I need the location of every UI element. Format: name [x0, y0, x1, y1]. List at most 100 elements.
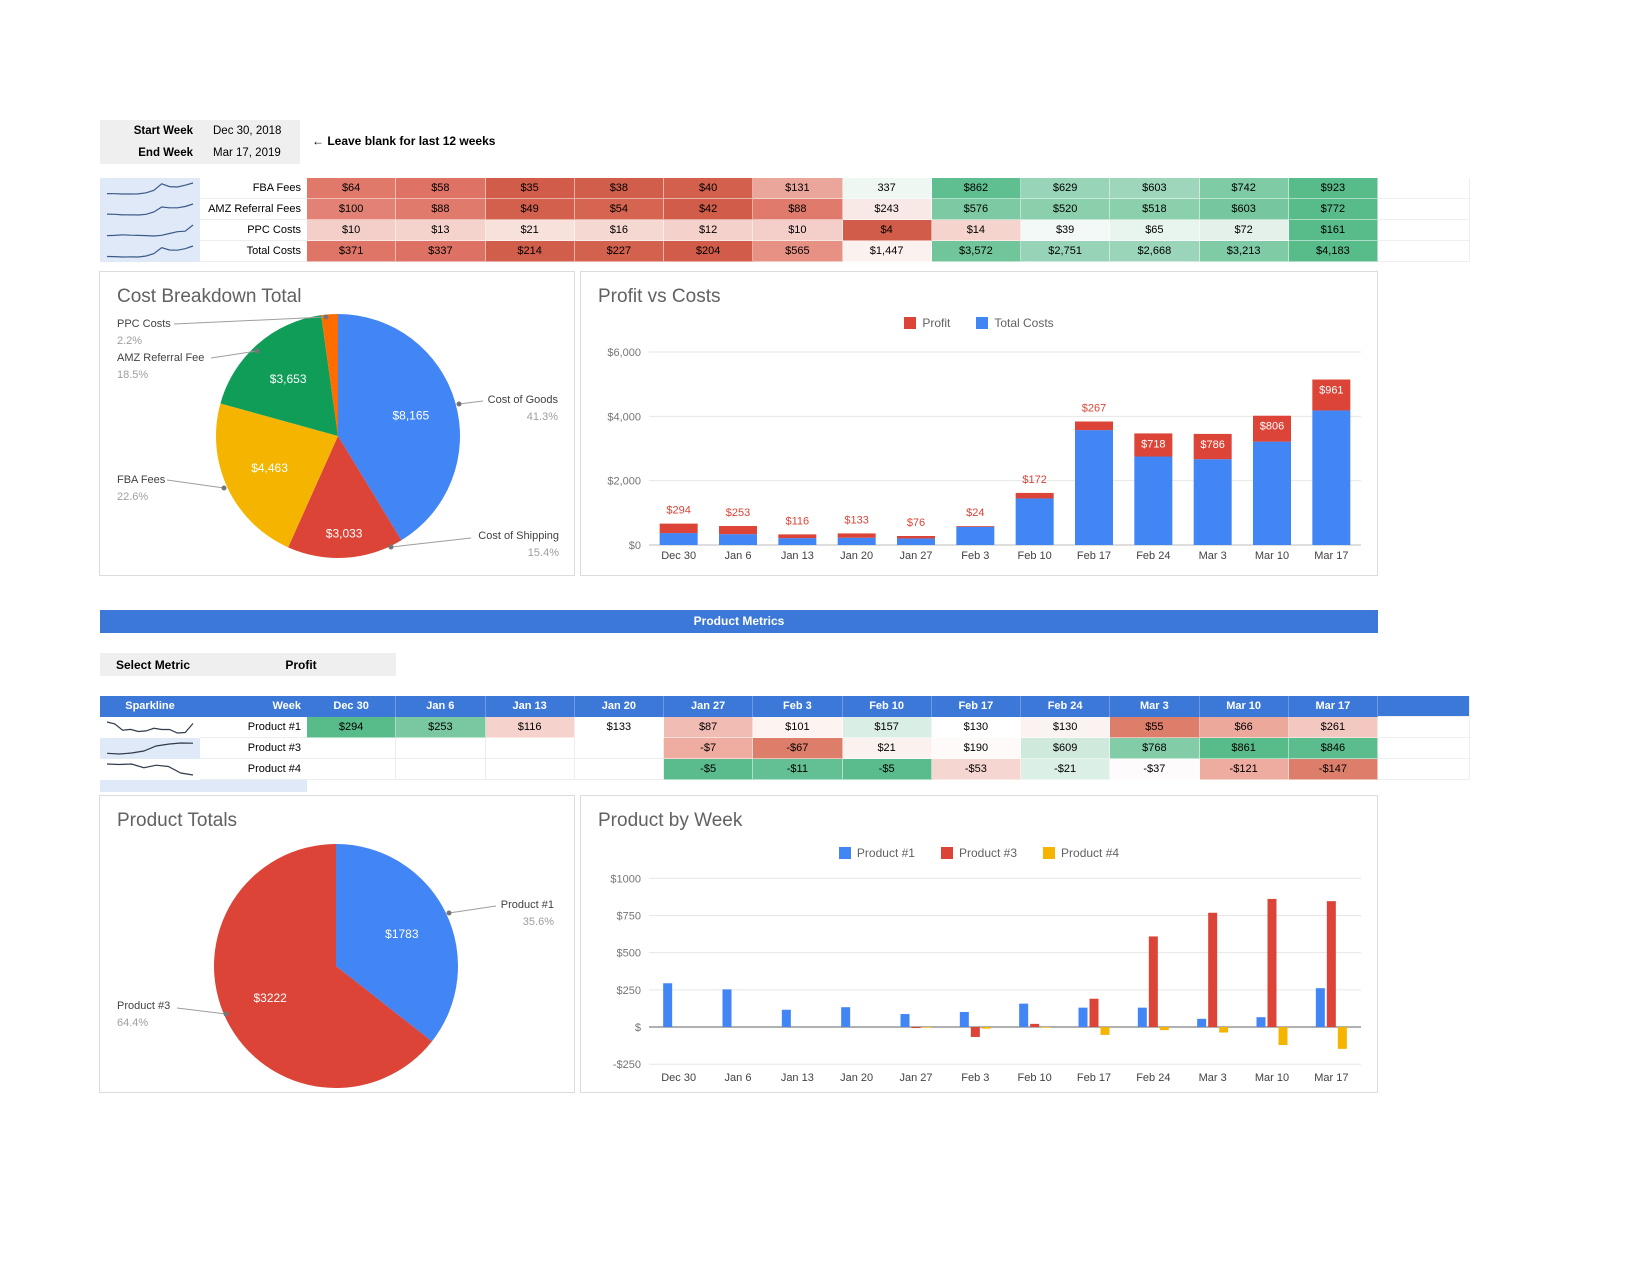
sparkline-cell[interactable] — [100, 178, 200, 199]
week-header-cell[interactable]: Feb 3 — [753, 696, 843, 717]
table-cell[interactable]: $38 — [574, 178, 664, 199]
table-cell[interactable]: $130 — [931, 717, 1021, 738]
sparkline-cell[interactable] — [100, 738, 200, 759]
week-header-cell[interactable]: Jan 6 — [396, 696, 486, 717]
table-cell[interactable]: $253 — [396, 717, 486, 738]
table-cell[interactable]: $923 — [1288, 178, 1378, 199]
table-cell[interactable]: $12 — [664, 220, 754, 241]
sparkline-cell[interactable] — [100, 717, 200, 738]
table-cell[interactable]: -$21 — [1021, 759, 1111, 780]
start-week-value[interactable]: Dec 30, 2018 — [213, 125, 282, 137]
table-cell[interactable]: $609 — [1021, 738, 1111, 759]
sparkline-cell[interactable] — [100, 759, 200, 780]
table-cell[interactable]: $21 — [842, 738, 932, 759]
table-cell[interactable] — [574, 738, 664, 759]
table-cell[interactable]: $261 — [1288, 717, 1378, 738]
table-cell[interactable]: $768 — [1110, 738, 1200, 759]
table-cell[interactable]: -$5 — [842, 759, 932, 780]
table-cell[interactable]: $862 — [931, 178, 1021, 199]
table-cell[interactable]: $629 — [1021, 178, 1111, 199]
week-header-cell[interactable]: Dec 30 — [307, 696, 397, 717]
table-cell[interactable]: $21 — [485, 220, 575, 241]
table-cell[interactable]: $1,447 — [842, 241, 932, 262]
table-cell[interactable]: $88 — [753, 199, 843, 220]
end-week-value[interactable]: Mar 17, 2019 — [213, 147, 281, 159]
week-header-cell[interactable]: Feb 17 — [931, 696, 1021, 717]
table-cell[interactable]: -$37 — [1110, 759, 1200, 780]
table-cell[interactable] — [396, 759, 486, 780]
table-cell[interactable]: $35 — [485, 178, 575, 199]
table-cell[interactable]: $66 — [1199, 717, 1289, 738]
table-cell[interactable]: $54 — [574, 199, 664, 220]
cost-breakdown-chart[interactable]: $8,165 $3,033 $4,463 $3,653 Cost Breakdown … — [99, 271, 575, 576]
row-label[interactable]: Product #4 — [200, 759, 307, 780]
table-cell[interactable] — [396, 738, 486, 759]
table-cell[interactable] — [485, 759, 575, 780]
table-cell[interactable]: $565 — [753, 241, 843, 262]
table-cell[interactable]: $846 — [1288, 738, 1378, 759]
table-cell[interactable] — [307, 759, 397, 780]
table-cell[interactable] — [574, 759, 664, 780]
table-cell[interactable]: $190 — [931, 738, 1021, 759]
table-cell[interactable]: $58 — [396, 178, 486, 199]
table-cell[interactable]: $214 — [485, 241, 575, 262]
row-label[interactable]: PPC Costs — [200, 220, 307, 241]
table-cell[interactable]: $4,183 — [1288, 241, 1378, 262]
table-cell[interactable]: $337 — [396, 241, 486, 262]
table-cell[interactable]: $87 — [664, 717, 754, 738]
week-header-cell[interactable]: Mar 10 — [1199, 696, 1289, 717]
table-cell[interactable]: $131 — [753, 178, 843, 199]
row-label[interactable]: FBA Fees — [200, 178, 307, 199]
table-cell[interactable]: $2,751 — [1021, 241, 1111, 262]
table-cell[interactable]: $55 — [1110, 717, 1200, 738]
table-cell[interactable]: $861 — [1199, 738, 1289, 759]
profit-vs-costs-chart[interactable]: $0 $2,000 $4,000 $6,000 $294 Dec 30 $253 Jan 6 $… — [580, 271, 1378, 576]
week-header-cell[interactable]: Jan 27 — [664, 696, 754, 717]
table-cell[interactable]: $10 — [753, 220, 843, 241]
table-cell[interactable]: $227 — [574, 241, 664, 262]
row-label[interactable]: AMZ Referral Fees — [200, 199, 307, 220]
table-cell[interactable]: $520 — [1021, 199, 1111, 220]
table-cell[interactable]: $294 — [307, 717, 397, 738]
table-cell[interactable]: $40 — [664, 178, 754, 199]
table-cell[interactable]: -$147 — [1288, 759, 1378, 780]
table-cell[interactable]: $603 — [1199, 199, 1289, 220]
selected-metric-value[interactable]: Profit — [285, 657, 317, 672]
table-cell[interactable]: $100 — [307, 199, 397, 220]
week-header-cell[interactable]: Mar 17 — [1288, 696, 1378, 717]
table-cell[interactable]: $130 — [1021, 717, 1111, 738]
week-header-cell[interactable]: Feb 24 — [1021, 696, 1111, 717]
table-cell[interactable]: $116 — [485, 717, 575, 738]
table-cell[interactable]: $518 — [1110, 199, 1200, 220]
table-cell[interactable]: $3,213 — [1199, 241, 1289, 262]
table-cell[interactable]: $88 — [396, 199, 486, 220]
table-cell[interactable]: $576 — [931, 199, 1021, 220]
table-cell[interactable]: $772 — [1288, 199, 1378, 220]
table-cell[interactable]: -$5 — [664, 759, 754, 780]
table-cell[interactable]: $161 — [1288, 220, 1378, 241]
table-cell[interactable]: $10 — [307, 220, 397, 241]
table-cell[interactable]: $16 — [574, 220, 664, 241]
table-cell[interactable]: $65 — [1110, 220, 1200, 241]
sparkline-cell[interactable] — [100, 220, 200, 241]
table-cell[interactable]: -$53 — [931, 759, 1021, 780]
week-header-cell[interactable]: Jan 20 — [574, 696, 664, 717]
row-label[interactable]: Product #1 — [200, 717, 307, 738]
table-cell[interactable] — [307, 738, 397, 759]
week-column-header[interactable]: Week — [200, 696, 307, 717]
sparkline-cell[interactable] — [100, 241, 200, 262]
table-cell[interactable] — [485, 738, 575, 759]
table-cell[interactable]: $742 — [1199, 178, 1289, 199]
product-by-week-chart[interactable]: -$250 $ $250 $500 $750 $1000 Dec 30 Jan 6 Jan 13… — [580, 795, 1378, 1093]
table-cell[interactable]: $14 — [931, 220, 1021, 241]
table-cell[interactable]: $3,572 — [931, 241, 1021, 262]
week-header-cell[interactable]: Jan 13 — [485, 696, 575, 717]
table-cell[interactable]: $42 — [664, 199, 754, 220]
week-header-cell[interactable]: Feb 10 — [842, 696, 932, 717]
product-totals-chart[interactable]: $1783 $3222 Product Totals Product #1 35.6… — [99, 795, 575, 1093]
table-cell[interactable]: $64 — [307, 178, 397, 199]
table-cell[interactable]: $72 — [1199, 220, 1289, 241]
table-cell[interactable]: -$11 — [753, 759, 843, 780]
table-cell[interactable]: $2,668 — [1110, 241, 1200, 262]
table-cell[interactable]: 337 — [842, 178, 932, 199]
